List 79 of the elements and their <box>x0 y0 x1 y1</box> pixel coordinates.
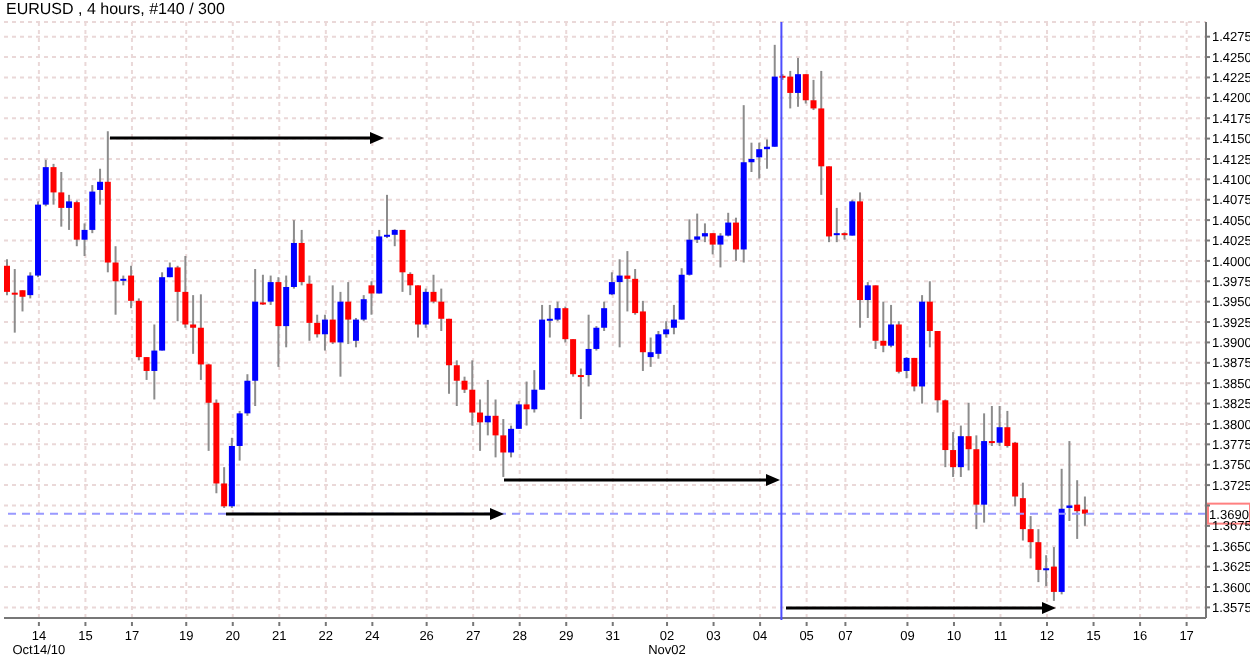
candlestick <box>4 258 10 297</box>
candlestick <box>655 330 662 360</box>
candlestick <box>895 320 902 375</box>
candlestick <box>523 380 530 427</box>
candlestick <box>577 367 584 421</box>
candlestick <box>283 274 290 349</box>
candlestick <box>562 305 569 344</box>
candlestick <box>197 293 204 381</box>
candlestick <box>957 424 964 478</box>
candlestick <box>624 250 631 313</box>
candlestick <box>11 268 18 334</box>
candlestick <box>570 338 577 378</box>
candlestick <box>1019 481 1026 542</box>
candlestick <box>128 264 135 310</box>
candlestick <box>1043 554 1050 588</box>
candlestick <box>151 323 158 401</box>
candlestick <box>27 271 34 300</box>
candlestick <box>849 198 856 237</box>
candlestick <box>290 219 297 290</box>
candlestick <box>756 141 763 180</box>
candlestick <box>647 336 654 368</box>
candlestick <box>601 300 608 333</box>
candlestick <box>73 199 80 248</box>
candlestick <box>337 290 344 378</box>
candlestick <box>903 356 910 380</box>
candlestick <box>694 212 701 244</box>
candlestick <box>275 276 282 368</box>
candlestick <box>670 303 677 336</box>
candlestick <box>182 255 189 329</box>
candlestick <box>314 313 321 339</box>
candlestick <box>926 280 933 349</box>
candlestick <box>66 193 73 231</box>
candlestick <box>996 405 1003 447</box>
candlestick <box>453 359 460 408</box>
candlestick <box>321 313 328 352</box>
candlestick <box>1050 546 1057 602</box>
candlestick <box>415 284 422 339</box>
candlestick <box>950 431 957 478</box>
candlestick <box>701 222 708 244</box>
candlestick <box>585 313 592 388</box>
candlestick <box>399 228 406 293</box>
candlestick <box>329 284 336 346</box>
candlestick <box>174 264 181 323</box>
candlestick <box>469 359 476 427</box>
candlestick <box>988 405 995 447</box>
candlestick <box>888 303 895 349</box>
candlestick <box>864 281 871 319</box>
candlestick <box>345 281 352 346</box>
candlestick <box>833 206 840 244</box>
candlestick <box>717 232 724 269</box>
candlestick <box>1074 479 1081 540</box>
candlestick <box>911 356 918 393</box>
candlestick <box>259 273 266 306</box>
candlestick <box>787 69 794 110</box>
candlestick <box>352 316 359 349</box>
candlestick <box>794 56 801 108</box>
candlestick <box>407 271 414 297</box>
candlestick <box>97 167 104 206</box>
candlestick <box>616 258 623 349</box>
candlestick <box>221 466 228 509</box>
candlestick <box>42 158 49 208</box>
candlestick <box>422 287 429 329</box>
candlestick <box>1081 495 1088 527</box>
candlestick <box>515 400 522 430</box>
candlestick <box>112 245 119 316</box>
candlestick <box>732 216 739 262</box>
candlestick <box>58 171 65 228</box>
candlestick <box>190 294 197 355</box>
candlestick <box>508 424 515 459</box>
candlestick <box>143 356 150 381</box>
candlestick <box>477 398 484 452</box>
candlestick <box>608 271 615 297</box>
candlestick <box>267 274 274 306</box>
chart-title: EURUSD , 4 hours, #140 / 300 <box>6 0 225 20</box>
candlestick <box>802 73 809 105</box>
candlestick <box>484 378 491 437</box>
candlestick <box>368 280 375 316</box>
candlestick <box>554 300 561 323</box>
candlestick <box>446 317 453 395</box>
